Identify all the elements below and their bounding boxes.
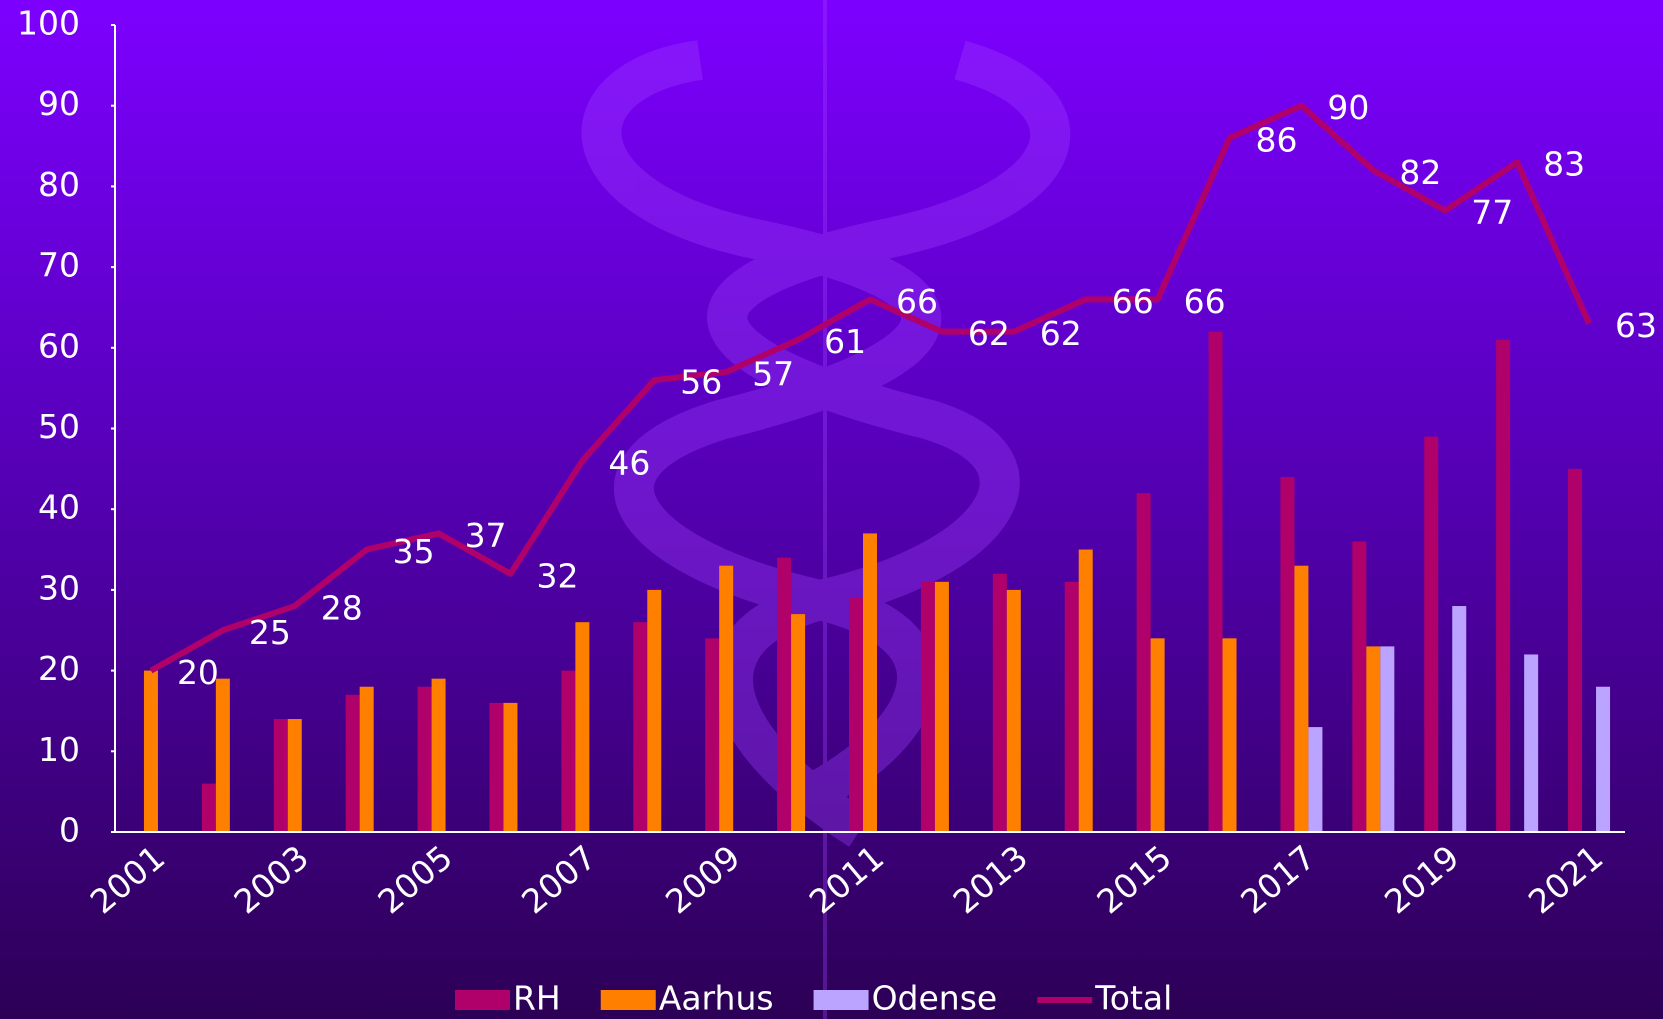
chart: 0 10 20 30 40 50 60 70 80 90 100 2001 2003 2005 2007 20… <box>0 0 1663 1019</box>
bar <box>1151 638 1165 832</box>
bar <box>1308 727 1322 832</box>
data-label: 62 <box>968 314 1010 353</box>
bar <box>863 533 877 832</box>
bar <box>274 719 288 832</box>
bar <box>1366 646 1380 832</box>
bar <box>1568 469 1582 832</box>
data-label: 90 <box>1327 88 1369 127</box>
bar <box>1452 606 1466 832</box>
x-tick-label: 2019 <box>1377 838 1466 922</box>
data-label: 56 <box>680 363 722 402</box>
x-tick-label: 2015 <box>1089 838 1178 922</box>
data-label: 61 <box>824 322 866 361</box>
data-label: 66 <box>1184 282 1226 321</box>
bar <box>921 582 935 832</box>
x-tick-label: 2007 <box>514 838 603 922</box>
bar <box>633 622 647 832</box>
x-tick-label: 2013 <box>946 838 1035 922</box>
bar <box>1524 654 1538 832</box>
y-tick-label: 100 <box>17 4 80 43</box>
bar <box>719 566 733 832</box>
bar <box>144 671 158 832</box>
y-tick-label: 70 <box>38 246 80 285</box>
x-tick-label: 2011 <box>802 838 891 922</box>
data-label: 46 <box>608 443 650 482</box>
x-tick-label: 2001 <box>83 838 172 922</box>
bar <box>1079 550 1093 832</box>
bar <box>791 614 805 832</box>
bar <box>1007 590 1021 832</box>
y-tick-label: 60 <box>38 326 80 365</box>
data-label: 82 <box>1399 153 1441 192</box>
data-label: 83 <box>1543 145 1585 184</box>
bar <box>1280 477 1294 832</box>
bar <box>1496 340 1510 832</box>
bar <box>1065 582 1079 832</box>
y-tick-label: 80 <box>38 165 80 204</box>
data-label: 20 <box>177 653 219 692</box>
x-tick-label: 2005 <box>370 838 459 922</box>
legend-label: Aarhus <box>659 979 774 1018</box>
bar <box>202 784 216 832</box>
y-tick-label: 10 <box>38 730 80 769</box>
bar <box>1380 646 1394 832</box>
bar <box>1596 687 1610 832</box>
data-label: 35 <box>393 532 435 571</box>
data-label: 77 <box>1471 193 1513 232</box>
data-label: 66 <box>1112 282 1154 321</box>
bar <box>705 638 719 832</box>
y-tick-label: 40 <box>38 488 80 527</box>
bar <box>346 695 360 832</box>
bar <box>1352 541 1366 832</box>
data-label: 32 <box>536 556 578 595</box>
data-label: 86 <box>1256 120 1298 159</box>
data-label: 63 <box>1615 306 1657 345</box>
bar <box>489 703 503 832</box>
bar <box>777 558 791 832</box>
bar <box>1424 437 1438 832</box>
bar <box>216 679 230 832</box>
data-label: 37 <box>465 516 507 555</box>
legend-swatch <box>455 990 510 1010</box>
bar <box>561 671 575 832</box>
y-tick-label: 90 <box>38 84 80 123</box>
legend-label: Total <box>1094 979 1172 1018</box>
y-tick-label: 50 <box>38 407 80 446</box>
data-label: 25 <box>249 613 291 652</box>
bar <box>575 622 589 832</box>
y-tick-label: 30 <box>38 568 80 607</box>
legend-label: RH <box>513 979 561 1018</box>
bar <box>1294 566 1308 832</box>
data-label: 57 <box>752 355 794 394</box>
bar <box>849 598 863 832</box>
bar <box>935 582 949 832</box>
bar <box>288 719 302 832</box>
bar <box>418 687 432 832</box>
bar <box>647 590 661 832</box>
bar <box>1209 332 1223 832</box>
legend-swatch <box>814 990 869 1010</box>
data-label: 62 <box>1040 314 1082 353</box>
bar <box>993 574 1007 832</box>
y-tick-label: 20 <box>38 649 80 688</box>
x-tick-label: 2017 <box>1233 838 1322 922</box>
legend-label: Odense <box>872 979 998 1018</box>
data-label: 66 <box>896 282 938 321</box>
x-tick-label: 2009 <box>658 838 747 922</box>
x-tick-label: 2003 <box>227 838 316 922</box>
legend: RH Aarhus Odense Total <box>455 979 1172 1018</box>
bar <box>503 703 517 832</box>
x-tick-label: 2021 <box>1521 838 1610 922</box>
data-label: 28 <box>321 589 363 628</box>
bar <box>1137 493 1151 832</box>
y-tick-label: 0 <box>59 811 80 850</box>
legend-swatch <box>601 990 656 1010</box>
bar <box>1223 638 1237 832</box>
bar <box>360 687 374 832</box>
bar <box>432 679 446 832</box>
